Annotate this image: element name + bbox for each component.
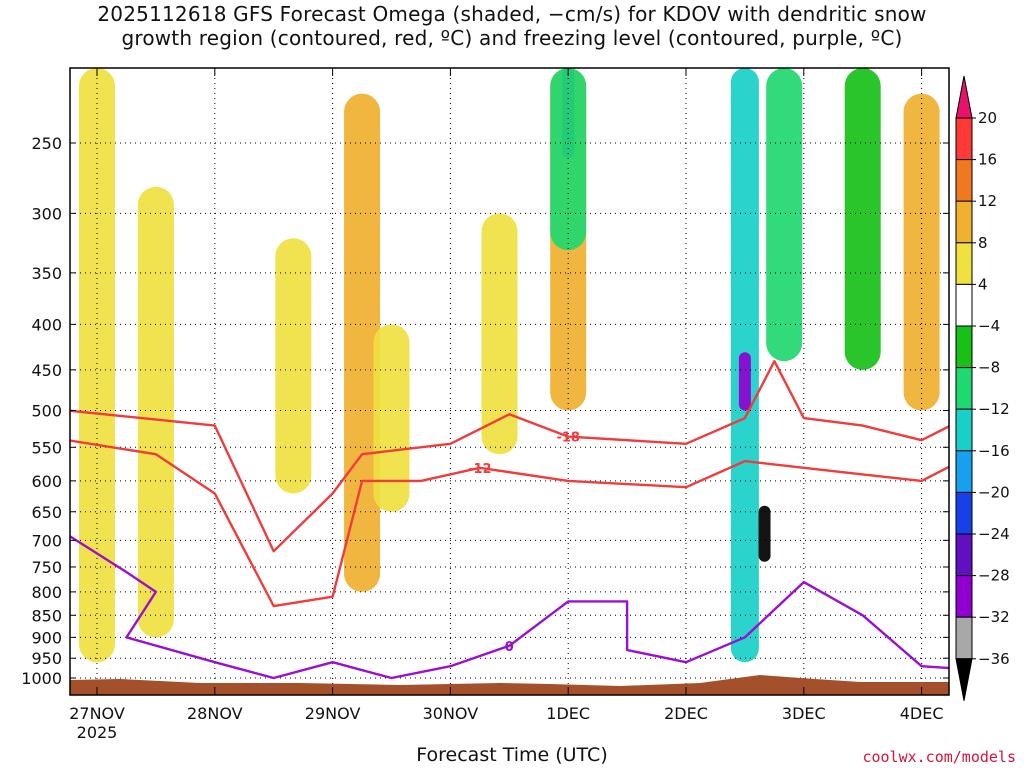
colorbar-tick-label: −28 (978, 567, 1010, 585)
terrain-ground (70, 675, 949, 695)
y-tick-label: 800 (31, 583, 62, 602)
x-axis: 27NOV 28NOV 29NOV 30NOV 1DEC 2DEC 3DEC 4DEC 2025 (69, 68, 943, 742)
x-year-label: 2025 (77, 723, 118, 742)
dgz-contour (70, 439, 949, 608)
colorbar-segment (955, 408, 973, 452)
contour-lines: -18 -12 0 (70, 360, 949, 680)
omega-cell (275, 238, 312, 494)
dgz-contour-label: -12 (468, 462, 492, 477)
colorbar-tick-label: −24 (978, 525, 1010, 543)
y-tick-label: 500 (31, 402, 62, 421)
colorbar-top-arrow (955, 75, 973, 119)
colorbar-tick-label: 16 (978, 151, 997, 169)
x-tick-label: 30NOV (423, 704, 479, 723)
y-tick-label: 350 (31, 264, 62, 283)
y-tick-label: 450 (31, 361, 62, 380)
y-tick-label: 950 (31, 649, 62, 668)
omega-cell (373, 324, 410, 512)
credit-link[interactable]: coolwx.com/models (862, 748, 1016, 766)
omega-cell (766, 68, 803, 362)
plot-frame (69, 67, 950, 696)
colorbar-segment (955, 575, 973, 618)
colorbar: 20 16 12 8 4 −4 −8 −12 −16 −20 −24 −28 −32 −36 (955, 75, 1010, 701)
colorbar-tick-label: −8 (978, 359, 1000, 377)
y-tick-label: 550 (31, 438, 62, 457)
y-tick-label: 650 (31, 503, 62, 522)
omega-cell (738, 352, 751, 411)
y-axis: 250 300 350 400 450 500 550 600 650 700 750 800 850 9… (21, 134, 949, 688)
colorbar-segment (955, 283, 973, 327)
omega-cell (481, 213, 518, 455)
freezing-level-contour (70, 534, 949, 680)
y-tick-label: 1000 (21, 669, 62, 688)
dgz-contour (70, 360, 949, 553)
colorbar-bottom-arrow (955, 658, 973, 701)
colorbar-segment (955, 117, 973, 161)
y-tick-label: 900 (31, 628, 62, 647)
dgz-contour-label: -18 (556, 431, 580, 446)
y-tick-label: 700 (31, 531, 62, 550)
x-tick-label: 2DEC (664, 704, 708, 723)
y-tick-label: 600 (31, 472, 62, 491)
colorbar-tick-label: 20 (978, 109, 997, 127)
colorbar-tick-label: −20 (978, 483, 1010, 501)
omega-shading (79, 68, 940, 663)
x-axis-label: Forecast Time (UTC) (416, 744, 608, 766)
chart-title: 2025112618 GFS Forecast Omega (shaded, −… (97, 2, 927, 50)
x-tick-label: 27NOV (69, 704, 125, 723)
colorbar-segment (955, 159, 973, 202)
colorbar-segment (955, 616, 973, 660)
colorbar-tick-label: 4 (978, 275, 988, 293)
y-tick-label: 750 (31, 558, 62, 577)
x-tick-label: 4DEC (900, 704, 944, 723)
omega-cell (844, 68, 881, 370)
freezing-level-contour-label: 0 (505, 640, 514, 655)
colorbar-segment (955, 242, 973, 285)
colorbar-tick-label: −12 (978, 400, 1010, 418)
x-tick-label: 28NOV (187, 704, 243, 723)
colorbar-segment (955, 325, 973, 369)
colorbar-tick-label: 12 (978, 192, 997, 210)
colorbar-segment (955, 533, 973, 577)
colorbar-segment (955, 491, 973, 535)
x-tick-label: 1DEC (546, 704, 590, 723)
colorbar-segment (955, 450, 973, 493)
colorbar-tick-label: −36 (978, 650, 1010, 668)
y-tick-label: 300 (31, 204, 62, 223)
omega-cell (79, 68, 115, 663)
colorbar-segment (955, 200, 973, 244)
colorbar-tick-label: −4 (978, 317, 1000, 335)
omega-cell (903, 93, 940, 411)
x-tick-label: 3DEC (782, 704, 826, 723)
y-tick-label: 850 (31, 606, 62, 625)
colorbar-segment (955, 367, 973, 410)
colorbar-tick-label: −16 (978, 442, 1010, 460)
colorbar-tick-label: 8 (978, 234, 988, 252)
omega-cell (758, 505, 771, 562)
omega-cell (550, 68, 587, 251)
y-tick-label: 250 (31, 134, 62, 153)
omega-cell (137, 186, 174, 638)
colorbar-tick-label: −32 (978, 608, 1010, 626)
y-tick-label: 400 (31, 315, 62, 334)
x-tick-label: 29NOV (305, 704, 361, 723)
